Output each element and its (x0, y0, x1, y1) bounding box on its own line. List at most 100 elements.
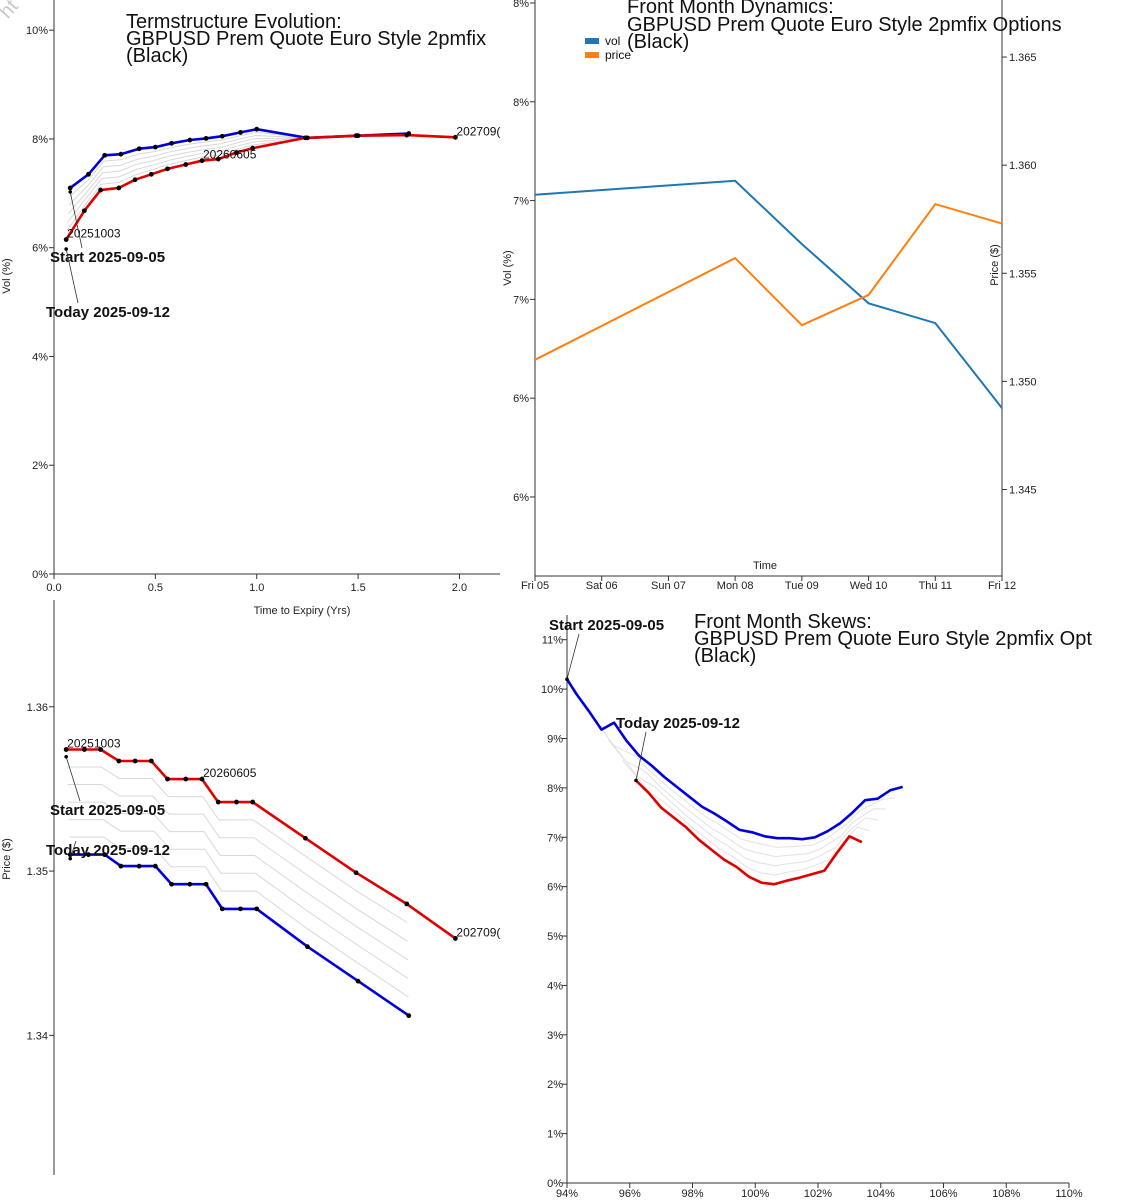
dynamics-ytick-label-right: 1.365 (1009, 52, 1037, 64)
c0-point-today (215, 156, 221, 162)
c0-point-today (199, 158, 205, 164)
skews-title-line-2: GBPUSD Prem Quote Euro Style 2pmfix Opt (694, 628, 1092, 650)
price-gridlines (66, 766, 409, 998)
termstructure-title-line-3: (Black) (126, 45, 188, 67)
c2-line-start (70, 853, 410, 1017)
c2-point-today (82, 747, 87, 752)
skews-annotations: Start 2025-09-05 Today 2025-09-12 (549, 617, 740, 783)
c0-point-start (86, 171, 91, 177)
dynamics-xtick-label: Tue 09 (785, 580, 819, 592)
c0-ytick-label: 8% (32, 134, 48, 146)
c0-point-today (353, 133, 359, 139)
termstructure-title-line-1: Termstructure Evolution: (126, 11, 342, 33)
dynamics-title-line-2: GBPUSD Prem Quote Euro Style 2pmfix Opti… (627, 14, 1062, 36)
c0-point-today (98, 187, 104, 193)
termstructure-points (63, 126, 458, 242)
termstructure-annotation-label: Today 2025-09-12 (46, 304, 170, 321)
c0-point-today (116, 185, 122, 191)
dynamics-ytick-label-right: 1.345 (1009, 485, 1037, 497)
termstructure-annotation-label: Start 2025-09-05 (50, 249, 165, 266)
c2-point-start (203, 881, 209, 887)
c0-point-start (169, 140, 174, 146)
c2-point-today (132, 758, 138, 764)
skews-series-lines (565, 678, 904, 886)
price-annotation-label: Start 2025-09-05 (50, 802, 165, 819)
skews-xtick-label: 100% (741, 1188, 769, 1200)
c0-xtick-label: 1.0 (249, 582, 264, 594)
dynamics-ytick-label-left: 8% (513, 97, 529, 109)
c2-intermediate-curve (68, 819, 409, 979)
c2-point-today (215, 799, 221, 805)
skews-xtick-label: 96% (619, 1188, 641, 1200)
c2-intermediate-curve (69, 836, 409, 998)
c0-point-start (152, 144, 158, 150)
skews-ytick-label: 10% (541, 684, 563, 696)
c2-point-start (187, 881, 193, 887)
c2-point-today (183, 776, 189, 782)
c0-intermediate-curve (68, 133, 409, 206)
c0-xtick-label: 2.0 (452, 582, 467, 594)
skews-intermediate-curve (621, 759, 871, 876)
termstructure-annotation-arrow (65, 248, 79, 304)
c2-ytick-label: 1.34 (27, 1030, 48, 1042)
termstructure-annotations: Start 2025-09-05 Today 2025-09-12 (46, 190, 170, 321)
c0-point-today (63, 237, 69, 242)
dynamics-xtick-label: Wed 10 (850, 580, 888, 592)
c2-point-today (404, 901, 410, 907)
skews-intermediate-curve (594, 719, 887, 858)
dynamics-xtick-label: Thu 11 (919, 580, 952, 592)
price-ticks: 1.34 1.35 1.36 (27, 702, 54, 1042)
skews-ytick-label: 6% (547, 882, 563, 894)
dynamics-y-label-left: Vol (%) (502, 250, 514, 285)
c2-intermediate-curve (68, 801, 409, 961)
dynamics-line-vol (534, 179, 1003, 409)
c2-point-today (63, 747, 69, 752)
c0-expiry-label: 20251003 (67, 227, 121, 241)
c2-expiry-label: 20260605 (203, 766, 257, 780)
c2-line-today (66, 748, 457, 940)
dynamics-x-label: Time (753, 560, 777, 572)
dynamics-line-price (534, 202, 1003, 361)
price-annotation-arrowhead (64, 754, 68, 759)
skews-ytick-label: 7% (547, 832, 563, 844)
termstructure-expiry-labels: 20251003 20260605 202709( (67, 124, 500, 240)
price-annotation-arrow (65, 756, 81, 802)
c2-ytick-label: 1.35 (27, 866, 48, 878)
c0-intermediate-curve (67, 134, 408, 223)
c2-point-start (305, 944, 310, 950)
skews-intermediate-curve (580, 699, 895, 848)
c2-expiry-label: 20251003 (67, 737, 121, 751)
c2-point-start (118, 863, 124, 869)
c2-point-today (234, 799, 239, 805)
skews-annotation-arrow (566, 633, 580, 680)
skews-intermediate-curve (608, 739, 879, 867)
dynamics-ytick-label-right: 1.355 (1009, 268, 1037, 280)
c2-point-today (98, 747, 104, 752)
skews-line-start (565, 678, 904, 841)
c0-point-today (250, 145, 256, 151)
price-expiry-labels: 20251003 20260605 202709( (67, 737, 500, 940)
c2-point-today (165, 776, 170, 782)
c2-point-today (199, 776, 205, 782)
c2-point-start (406, 1013, 412, 1019)
dynamics-ticks: Fri 05 Sat 06 Sun 07 Mon 08 Tue 09 Wed 10 Thu … (513, 0, 1036, 592)
skews-title-line-1: Front Month Skews: (694, 611, 872, 633)
skews-ytick-label: 0% (547, 1178, 563, 1190)
front-month-skews-chart: 0% 1% 2% 3% 4% 5% 6% 7% 8% 9% 10% 11% 94% 96% 98% 100% 1… (541, 611, 1092, 1200)
c2-intermediate-curve (67, 784, 408, 942)
legend-vol-swatch (585, 38, 599, 44)
dynamics-ytick-label-right: 1.350 (1009, 376, 1037, 388)
price-annotation-arrow (69, 840, 77, 859)
skews-ytick-label: 4% (547, 980, 563, 992)
c0-point-start (238, 130, 243, 135)
skews-annotation-arrowhead (634, 778, 638, 783)
c0-ytick-label: 0% (32, 569, 48, 581)
termstructure-title-line-2: GBPUSD Prem Quote Euro Style 2pmfix (126, 28, 486, 50)
c0-xtick-label: 0.5 (148, 582, 163, 594)
skews-xtick-label: 108% (992, 1188, 1020, 1200)
price-annotations: Start 2025-09-05 Today 2025-09-12 (46, 754, 170, 861)
termstructure-x-label: Time to Expiry (Yrs) (254, 605, 351, 617)
c0-point-start (136, 146, 142, 152)
skews-line-today (635, 779, 863, 886)
c0-point-start (102, 152, 108, 158)
